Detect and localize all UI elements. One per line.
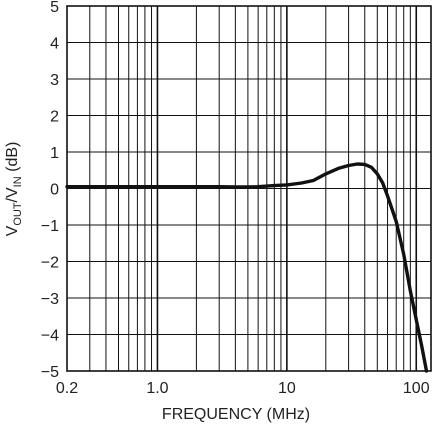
x-axis-label: FREQUENCY (MHz) xyxy=(162,406,310,423)
y-tick-label: 0 xyxy=(50,182,59,199)
x-tick-label: 100 xyxy=(403,380,430,397)
y-tick-label: 4 xyxy=(50,36,59,53)
series-line xyxy=(65,162,429,373)
y-tick-label: −3 xyxy=(41,291,59,308)
y-tick-label: 3 xyxy=(50,72,59,89)
y-axis-label-sub-in: IN xyxy=(12,176,24,187)
x-tick-label: 10 xyxy=(278,380,296,397)
y-tick-label: −2 xyxy=(41,255,59,272)
y-axis-label-unit: (dB) xyxy=(4,142,21,177)
y-axis-label-main: V xyxy=(4,225,21,236)
x-tick-labels: 0.2 1.0 10 100 xyxy=(56,380,430,397)
x-tick-label: 0.2 xyxy=(56,380,78,397)
y-tick-label: −4 xyxy=(41,328,59,345)
y-tick-label: −5 xyxy=(41,364,59,381)
y-axis-label-mid: /V xyxy=(4,187,21,202)
y-tick-label: 2 xyxy=(50,109,59,126)
y-tick-label: 1 xyxy=(50,145,59,162)
plot-frame xyxy=(66,5,432,372)
y-tick-label: 5 xyxy=(50,0,59,16)
y-axis-label-sub-out: OUT xyxy=(12,202,24,226)
y-tick-labels: 5 4 3 2 1 0 −1 −2 −3 −4 −5 xyxy=(41,0,59,381)
y-axis-label: VOUT/VIN (dB) xyxy=(4,142,24,237)
y-tick-label: −1 xyxy=(41,218,59,235)
x-tick-label: 1.0 xyxy=(146,380,168,397)
